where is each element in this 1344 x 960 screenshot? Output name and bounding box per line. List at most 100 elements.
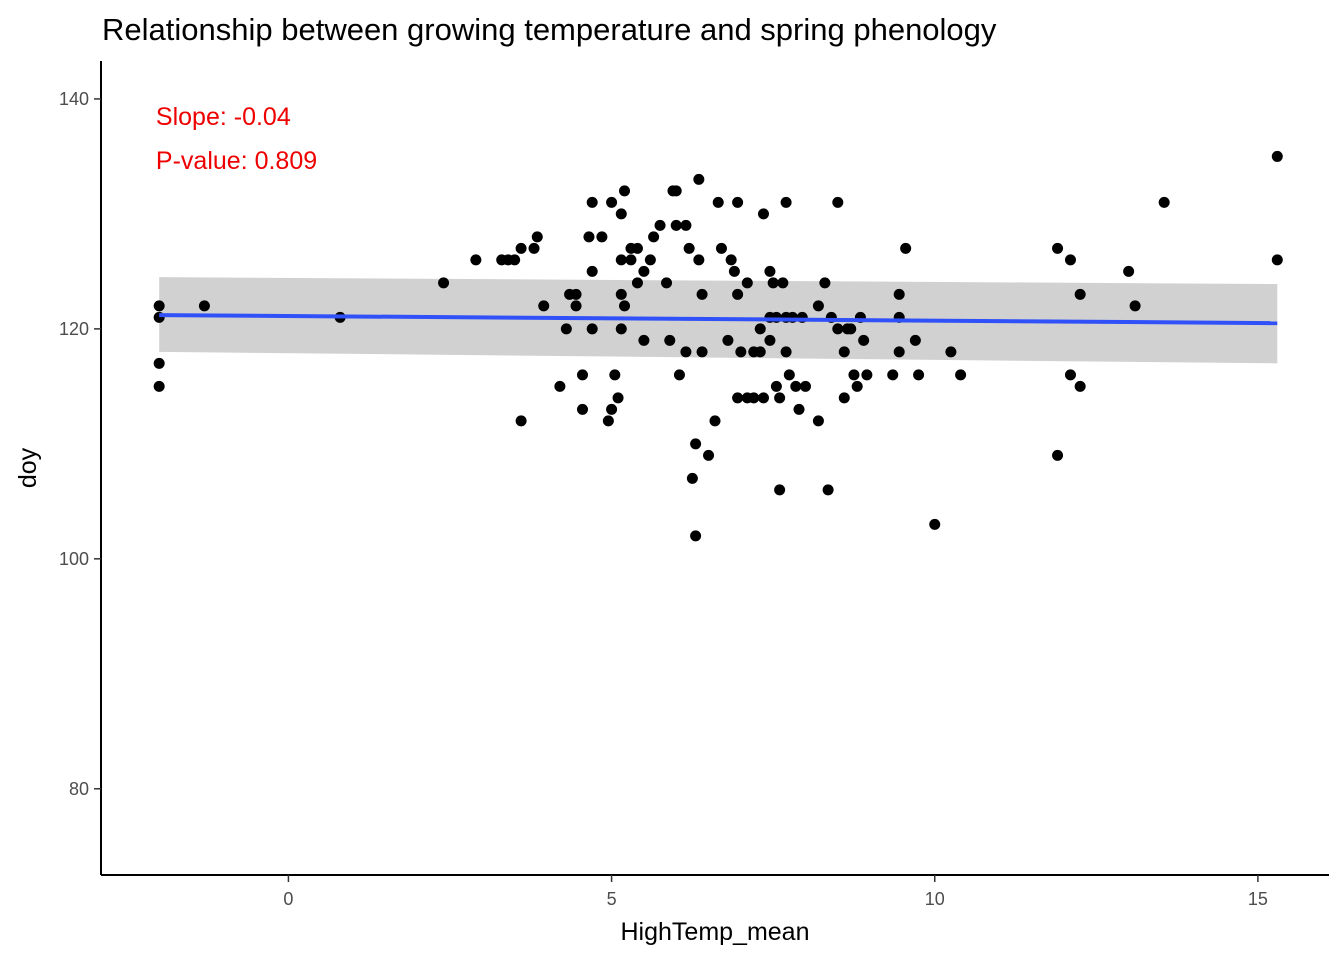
data-point [767, 277, 779, 289]
data-point [509, 254, 521, 266]
data-point [696, 288, 708, 300]
data-point [780, 196, 792, 208]
data-point [770, 380, 782, 392]
x-tick-label: 5 [607, 889, 617, 909]
y-tick-label: 100 [59, 549, 89, 569]
annotations: Slope: -0.04 P-value: 0.809 [156, 103, 317, 175]
data-point [670, 219, 682, 231]
y-tick-label: 120 [59, 319, 89, 339]
data-point [845, 323, 857, 335]
data-point [832, 323, 844, 335]
data-point [153, 357, 165, 369]
data-point [735, 346, 747, 358]
data-point [793, 403, 805, 415]
data-point [615, 288, 627, 300]
data-point [893, 288, 905, 300]
data-point [848, 369, 860, 381]
annotation-text: Slope: -0.04 [156, 103, 291, 131]
data-point [631, 277, 643, 289]
data-point [1052, 242, 1064, 254]
data-point [757, 208, 769, 220]
data-point [1064, 369, 1076, 381]
x-tick-label: 10 [925, 889, 945, 909]
data-point [1123, 265, 1135, 277]
data-point [703, 449, 715, 461]
x-axis-ticks: 0 5 10 15 [283, 875, 1268, 909]
data-point [780, 346, 792, 358]
data-point [955, 369, 967, 381]
data-point [754, 346, 766, 358]
data-point [528, 242, 540, 254]
y-tick-label: 140 [59, 89, 89, 109]
data-point [722, 334, 734, 346]
x-axis-title: HighTemp_mean [621, 918, 810, 946]
data-point [560, 323, 572, 335]
data-point [615, 208, 627, 220]
data-point [638, 334, 650, 346]
data-point [680, 219, 692, 231]
data-point [690, 438, 702, 450]
data-point [764, 265, 776, 277]
data-point [1074, 380, 1086, 392]
x-tick-label: 0 [283, 889, 293, 909]
data-point [1064, 254, 1076, 266]
data-point [725, 254, 737, 266]
data-point [712, 196, 724, 208]
data-point [198, 300, 210, 312]
data-point [838, 346, 850, 358]
data-point [570, 288, 582, 300]
data-point [686, 472, 698, 484]
data-point [790, 380, 802, 392]
data-point [586, 323, 598, 335]
data-point [1271, 150, 1283, 162]
data-point [732, 288, 744, 300]
data-point [670, 185, 682, 197]
data-point [858, 334, 870, 346]
data-point [690, 530, 702, 542]
data-point [661, 277, 673, 289]
trend-line-layer [159, 313, 1278, 326]
data-point [1074, 288, 1086, 300]
data-point [774, 392, 786, 404]
y-axis-ticks: 80 100 120 140 [59, 89, 101, 799]
data-point [1129, 300, 1141, 312]
data-point [515, 415, 527, 427]
annotation-text: P-value: 0.809 [156, 147, 317, 175]
data-point [838, 392, 850, 404]
data-point [783, 369, 795, 381]
data-point [732, 392, 744, 404]
data-point [625, 254, 637, 266]
trend-line [159, 313, 1278, 326]
y-tick-label: 80 [69, 779, 89, 799]
data-point [577, 403, 589, 415]
data-point [774, 484, 786, 496]
data-point [631, 242, 643, 254]
data-point [438, 277, 450, 289]
data-point [741, 277, 753, 289]
data-point [615, 323, 627, 335]
chart-title: Relationship between growing temperature… [102, 12, 997, 47]
data-point [900, 242, 912, 254]
data-point [732, 196, 744, 208]
data-point [945, 346, 957, 358]
data-point [654, 219, 666, 231]
data-point [909, 334, 921, 346]
data-point [586, 196, 598, 208]
data-point [819, 277, 831, 289]
data-point [577, 369, 589, 381]
data-point [602, 415, 614, 427]
data-point [609, 369, 621, 381]
data-point [583, 231, 595, 243]
data-point [913, 369, 925, 381]
data-point [851, 380, 863, 392]
data-point [596, 231, 608, 243]
data-point [531, 231, 543, 243]
data-point [832, 196, 844, 208]
y-axis-title: doy [14, 447, 42, 488]
data-point [638, 265, 650, 277]
data-point [728, 265, 740, 277]
data-point [777, 277, 789, 289]
data-point [693, 173, 705, 185]
data-point [748, 392, 760, 404]
